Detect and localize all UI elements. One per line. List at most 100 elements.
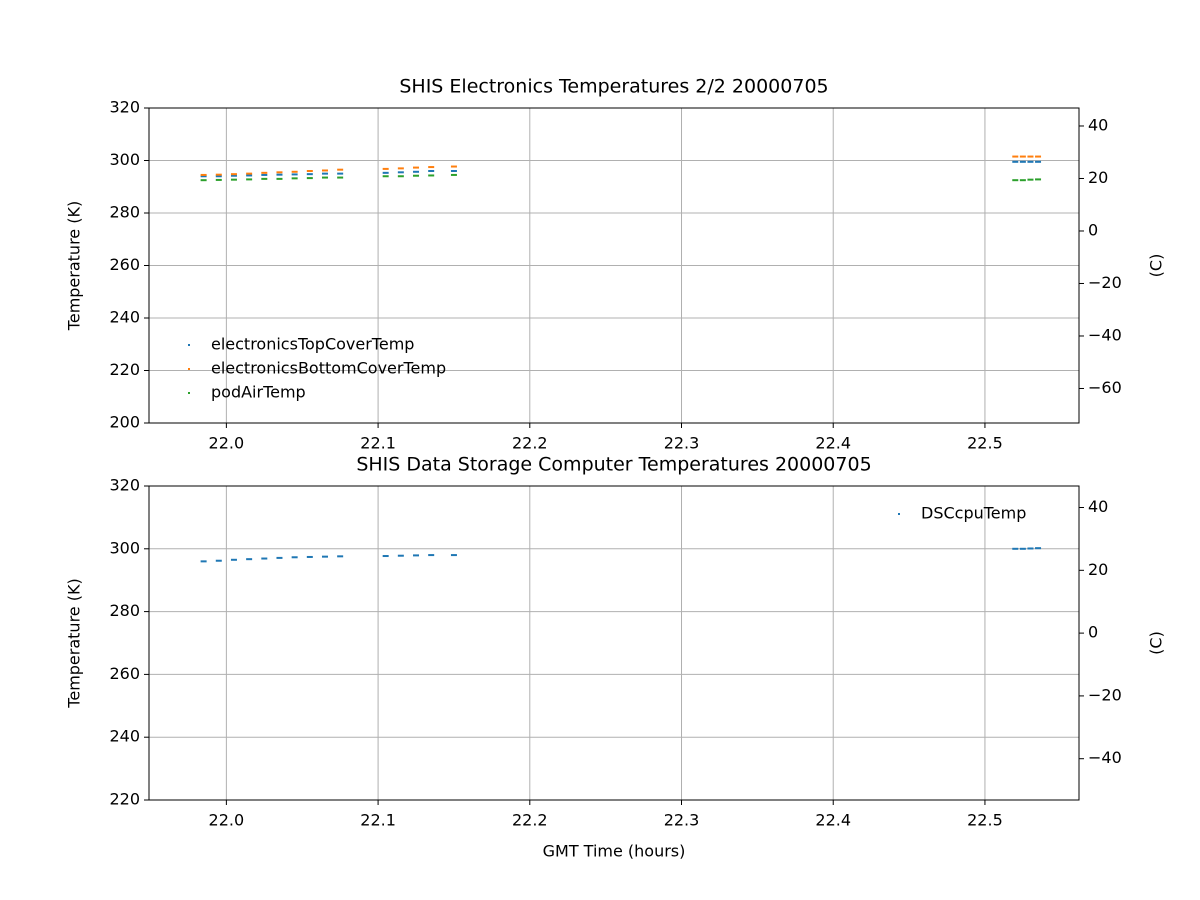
data-point xyxy=(230,173,237,176)
data-point xyxy=(230,178,237,181)
x-tick-label: 22.1 xyxy=(360,811,396,830)
data-point xyxy=(450,173,457,176)
plot-frame xyxy=(148,107,1080,424)
data-point xyxy=(1027,178,1034,181)
data-point xyxy=(397,167,404,170)
y2-tick-label: 40 xyxy=(1088,497,1108,516)
y-tick-label: 240 xyxy=(109,727,140,746)
y-tick-label: 300 xyxy=(109,538,140,557)
data-point xyxy=(1012,179,1019,182)
data-point xyxy=(200,173,207,176)
legend-label: podAirTemp xyxy=(211,383,306,402)
data-point xyxy=(246,178,253,181)
data-point xyxy=(215,175,222,178)
data-point xyxy=(1012,160,1019,163)
data-point xyxy=(413,166,420,169)
data-point xyxy=(230,174,237,177)
data-point xyxy=(382,555,389,558)
data-point xyxy=(321,172,328,175)
data-point xyxy=(215,559,222,562)
data-point xyxy=(246,174,253,177)
y-tick-label: 220 xyxy=(109,790,140,809)
y-tick-label: 240 xyxy=(109,308,140,327)
y2-tick-label: 40 xyxy=(1088,115,1108,134)
x-tick-label: 22.0 xyxy=(209,811,245,830)
data-point xyxy=(450,554,457,557)
data-point xyxy=(1019,155,1026,158)
data-point xyxy=(306,170,313,172)
data-point xyxy=(261,171,268,174)
data-point xyxy=(337,172,344,175)
x-tick-label: 22.2 xyxy=(512,811,548,830)
legend-label: electronicsTopCoverTemp xyxy=(211,335,414,354)
data-point xyxy=(1035,547,1042,550)
y2-tick-label: 20 xyxy=(1088,560,1108,579)
y-tick-label: 320 xyxy=(109,476,140,495)
data-point xyxy=(291,556,298,559)
data-point xyxy=(413,554,420,557)
data-point xyxy=(428,166,435,169)
legend-marker xyxy=(188,368,190,370)
data-point xyxy=(450,170,457,172)
data-point xyxy=(1027,160,1034,163)
y-tick-label: 300 xyxy=(109,150,140,169)
y-tick-label: 260 xyxy=(109,664,140,683)
y-tick-label: 320 xyxy=(109,98,140,117)
data-point xyxy=(261,557,268,560)
data-point xyxy=(200,179,207,182)
data-point xyxy=(261,177,268,180)
data-point xyxy=(276,177,283,180)
chart-title: SHIS Data Storage Computer Temperatures … xyxy=(356,454,871,476)
data-point xyxy=(1035,178,1042,181)
x-tick-label: 22.4 xyxy=(815,811,851,830)
data-point xyxy=(413,170,420,173)
y-tick-label: 220 xyxy=(109,360,140,379)
data-point xyxy=(428,554,435,557)
data-point xyxy=(200,560,207,563)
y2-tick-label: −40 xyxy=(1088,325,1122,344)
x-tick-label: 22.4 xyxy=(815,434,851,453)
data-point xyxy=(215,178,222,181)
data-point xyxy=(1035,160,1042,163)
data-point xyxy=(291,170,298,173)
x-tick-label: 22.3 xyxy=(664,434,700,453)
data-point xyxy=(382,171,389,174)
data-point xyxy=(397,175,404,178)
data-point xyxy=(1027,155,1034,158)
legend-marker xyxy=(188,344,190,346)
data-point xyxy=(1019,179,1026,182)
data-point xyxy=(215,173,222,176)
y2-axis-label: (C) xyxy=(1147,254,1166,278)
data-point xyxy=(337,176,344,179)
chart-title: SHIS Electronics Temperatures 2/2 200007… xyxy=(399,76,828,98)
x-tick-label: 22.5 xyxy=(967,434,1003,453)
y2-tick-label: −60 xyxy=(1088,378,1122,397)
x-tick-label: 22.1 xyxy=(360,434,396,453)
y2-tick-label: 20 xyxy=(1088,168,1108,187)
y2-tick-label: −40 xyxy=(1088,748,1122,767)
legend-label: electronicsBottomCoverTemp xyxy=(211,359,446,378)
y-axis-label: Temperature (K) xyxy=(65,578,84,708)
data-point xyxy=(321,176,328,179)
y2-axis-label: (C) xyxy=(1147,631,1166,655)
data-point xyxy=(246,558,253,561)
data-point xyxy=(261,173,268,176)
data-point xyxy=(382,175,389,178)
data-point xyxy=(382,167,389,170)
data-point xyxy=(276,171,283,174)
data-point xyxy=(413,174,420,177)
data-point xyxy=(276,173,283,176)
legend-label: DSCcpuTemp xyxy=(921,504,1026,523)
y-axis-label: Temperature (K) xyxy=(65,201,84,331)
data-point xyxy=(1019,160,1026,163)
y-tick-label: 200 xyxy=(109,413,140,432)
data-point xyxy=(306,555,313,558)
x-tick-label: 22.0 xyxy=(209,434,245,453)
data-point xyxy=(321,169,328,172)
x-tick-label: 22.3 xyxy=(664,811,700,830)
data-point xyxy=(428,170,435,172)
data-point xyxy=(306,177,313,180)
data-point xyxy=(397,171,404,174)
data-point xyxy=(246,172,253,175)
legend-marker xyxy=(188,392,190,394)
